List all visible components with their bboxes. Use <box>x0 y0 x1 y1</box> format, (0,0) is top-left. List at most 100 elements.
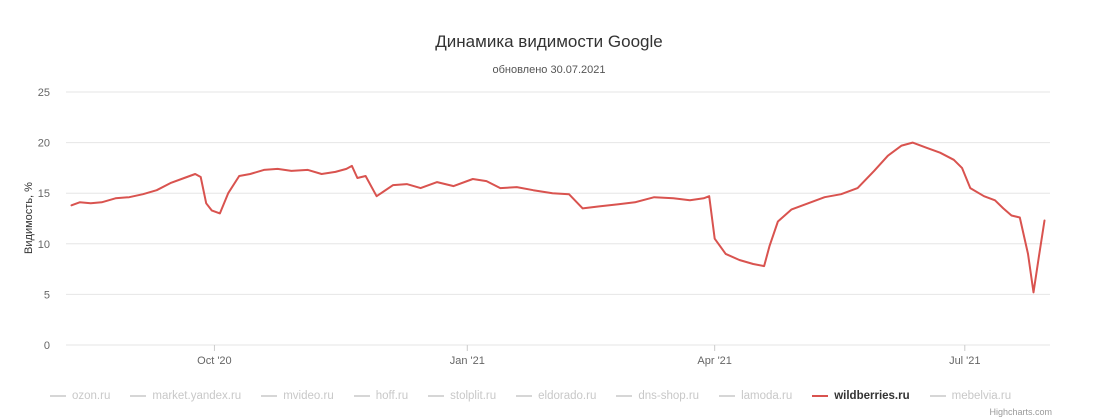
data-point[interactable] <box>362 172 370 180</box>
data-point[interactable] <box>898 142 906 150</box>
legend-item-dns-shop-ru[interactable]: dns-shop.ru <box>616 390 699 402</box>
data-point[interactable] <box>529 186 537 194</box>
data-point[interactable] <box>139 190 147 198</box>
data-point[interactable] <box>1016 214 1024 222</box>
data-point[interactable] <box>804 199 812 207</box>
data-point[interactable] <box>483 177 491 185</box>
data-point[interactable] <box>180 174 188 182</box>
data-point[interactable] <box>735 256 743 264</box>
data-point[interactable] <box>125 193 133 201</box>
data-point[interactable] <box>1041 217 1049 225</box>
legend-item-stolplit-ru[interactable]: stolplit.ru <box>428 390 496 402</box>
data-point[interactable] <box>579 204 587 212</box>
data-point[interactable] <box>854 184 862 192</box>
data-point[interactable] <box>87 199 95 207</box>
data-point[interactable] <box>235 172 243 180</box>
data-point[interactable] <box>513 183 521 191</box>
data-point[interactable] <box>260 166 268 174</box>
data-point[interactable] <box>565 190 573 198</box>
data-point[interactable] <box>821 193 829 201</box>
legend-item-eldorado-ru[interactable]: eldorado.ru <box>516 390 596 402</box>
data-point[interactable] <box>353 174 361 182</box>
data-point[interactable] <box>274 165 282 173</box>
data-point[interactable] <box>304 166 312 174</box>
data-point[interactable] <box>208 206 216 214</box>
data-point[interactable] <box>760 262 768 270</box>
data-point[interactable] <box>669 194 677 202</box>
data-point[interactable] <box>246 170 254 178</box>
credits[interactable]: Highcharts.com <box>989 407 1052 417</box>
data-point[interactable] <box>76 198 84 206</box>
data-point[interactable] <box>469 175 477 183</box>
legend-item-market-yandex-ru[interactable]: market.yandex.ru <box>130 390 241 402</box>
data-point[interactable] <box>966 184 974 192</box>
data-point[interactable] <box>331 168 339 176</box>
data-point[interactable] <box>595 202 603 210</box>
data-point[interactable] <box>711 235 719 243</box>
legend-line-icon <box>428 395 445 397</box>
data-point[interactable] <box>936 149 944 157</box>
data-point[interactable] <box>909 139 917 147</box>
data-point[interactable] <box>197 173 205 181</box>
legend-item-lamoda-ru[interactable]: lamoda.ru <box>719 390 792 402</box>
data-point[interactable] <box>202 199 210 207</box>
legend-item-hoff-ru[interactable]: hoff.ru <box>353 390 408 402</box>
data-point[interactable] <box>112 194 120 202</box>
data-point[interactable] <box>650 193 658 201</box>
data-point[interactable] <box>615 200 623 208</box>
data-point[interactable] <box>549 189 557 197</box>
data-point[interactable] <box>389 181 397 189</box>
data-point[interactable] <box>958 164 966 172</box>
legend-item-mebelvia-ru[interactable]: mebelvia.ru <box>929 390 1011 402</box>
data-point[interactable] <box>1035 252 1043 260</box>
data-point[interactable] <box>224 189 232 197</box>
legend-item-wildberries-ru[interactable]: wildberries.ru <box>812 390 910 402</box>
legend-line-icon <box>719 395 736 397</box>
data-point[interactable] <box>922 144 930 152</box>
legend-line-icon <box>353 395 370 397</box>
data-point[interactable] <box>403 180 411 188</box>
chart-subtitle: обновлено 30.07.2021 <box>492 64 606 76</box>
legend-item-ozon-ru[interactable]: ozon.ru <box>50 390 110 402</box>
data-point[interactable] <box>496 184 504 192</box>
data-point[interactable] <box>68 201 76 209</box>
data-point[interactable] <box>722 250 730 258</box>
data-point[interactable] <box>153 186 161 194</box>
data-point[interactable] <box>318 170 326 178</box>
data-point[interactable] <box>749 260 757 268</box>
data-point[interactable] <box>417 184 425 192</box>
x-tick-label: Oct '20 <box>197 355 232 367</box>
data-point[interactable] <box>1024 250 1032 258</box>
data-point[interactable] <box>216 209 224 217</box>
data-point[interactable] <box>348 162 356 170</box>
x-tick-label: Jan '21 <box>450 355 485 367</box>
data-point[interactable] <box>837 190 845 198</box>
data-point[interactable] <box>705 192 713 200</box>
series-group[interactable] <box>68 139 1049 297</box>
data-point[interactable] <box>1030 288 1038 296</box>
data-point[interactable] <box>686 196 694 204</box>
data-point[interactable] <box>98 198 106 206</box>
data-point[interactable] <box>433 178 441 186</box>
data-point[interactable] <box>870 167 878 175</box>
data-point[interactable] <box>788 205 796 213</box>
grid <box>66 91 1050 346</box>
data-point[interactable] <box>980 192 988 200</box>
legend-item-mvideo-ru[interactable]: mvideo.ru <box>261 390 334 402</box>
data-point[interactable] <box>999 204 1007 212</box>
data-point[interactable] <box>287 167 295 175</box>
data-point[interactable] <box>950 156 958 164</box>
data-point[interactable] <box>884 152 892 160</box>
y-tick-label: 10 <box>38 239 50 251</box>
legend-label: dns-shop.ru <box>638 390 700 402</box>
data-point[interactable] <box>373 192 381 200</box>
data-point[interactable] <box>166 179 174 187</box>
series-line-wildberries[interactable] <box>70 141 1046 294</box>
data-point[interactable] <box>991 196 999 204</box>
data-point[interactable] <box>450 182 458 190</box>
data-point[interactable] <box>1008 212 1016 220</box>
data-point[interactable] <box>774 218 782 226</box>
data-point[interactable] <box>766 242 774 250</box>
data-point[interactable] <box>631 198 639 206</box>
